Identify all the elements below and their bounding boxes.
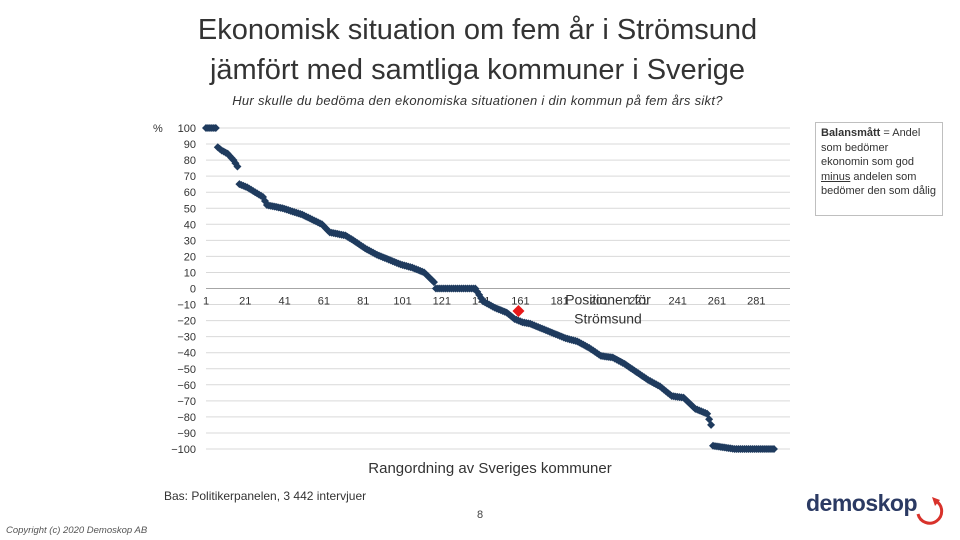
y-tick-label: −10 (177, 300, 196, 312)
x-tick-label: 1 (203, 296, 209, 308)
y-tick-label: −60 (177, 380, 196, 392)
demoskop-logo: demoskop (806, 490, 918, 516)
x-tick-label: 61 (318, 296, 330, 308)
data-point (211, 124, 220, 132)
y-tick-label: 40 (184, 219, 196, 231)
y-axis-unit: % (153, 123, 163, 135)
y-tick-label: 70 (184, 171, 196, 183)
x-tick-label: 241 (668, 296, 686, 308)
title-line-1: Ekonomisk situation om fem år i Strömsun… (197, 14, 758, 46)
y-tick-label: 100 (178, 123, 196, 135)
slide-subtitle: Hur skulle du bedöma den ekonomiska situ… (232, 93, 723, 108)
data-point (429, 278, 438, 287)
balance-note: Balansmått = Andel som bedömer ekonomin … (815, 122, 943, 216)
page-number: 8 (476, 509, 484, 521)
x-tick-label: 161 (511, 296, 529, 308)
x-tick-label: 221 (629, 296, 647, 308)
y-tick-label: −100 (171, 444, 196, 456)
highlight-label-line-1: Positionen för (565, 292, 651, 308)
note-text-1: = Andel som bedömer ekonomin som god (821, 127, 921, 168)
y-tick-label: 50 (184, 203, 196, 215)
y-tick-label: 30 (184, 235, 196, 247)
data-point (707, 420, 716, 429)
x-tick-label: 81 (357, 296, 369, 308)
note-bold: Balansmått (821, 127, 881, 139)
y-tick-label: 0 (190, 284, 196, 296)
copyright: Copyright (c) 2020 Demoskop AB (6, 525, 148, 536)
highlight-point (512, 304, 525, 317)
y-tick-label: −70 (177, 396, 196, 408)
y-tick-label: −20 (177, 316, 196, 328)
y-tick-label: 60 (184, 187, 196, 199)
base-text: Bas: Politikerpanelen, 3 442 intervjuer (164, 489, 367, 503)
x-tick-label: 201 (590, 296, 608, 308)
x-tick-label: 41 (278, 296, 290, 308)
x-tick-label: 281 (747, 296, 765, 308)
y-tick-label: −90 (177, 428, 196, 440)
data-series (202, 124, 778, 453)
y-tick-label: 90 (184, 139, 196, 151)
x-tick-label: 101 (393, 296, 411, 308)
x-tick-label: 181 (551, 296, 569, 308)
x-tick-label: 261 (708, 296, 726, 308)
x-axis-label: Rangordning av Sveriges kommuner (368, 460, 612, 477)
x-tick-label: 21 (239, 296, 251, 308)
y-tick-label: 20 (184, 251, 196, 263)
y-tick-label: −80 (177, 412, 196, 424)
title-line-2: jämfört med samtliga kommuner i Sverige (209, 54, 746, 86)
logo-arrow-icon (916, 497, 944, 525)
highlight-label-line-2: Strömsund (574, 311, 642, 327)
y-tick-label: 80 (184, 155, 196, 167)
y-tick-label: −40 (177, 348, 196, 360)
y-tick-label: −50 (177, 364, 196, 376)
y-tick-label: −30 (177, 332, 196, 344)
y-tick-label: 10 (184, 267, 196, 279)
note-underlined: minus (821, 170, 851, 183)
slide-title: Ekonomisk situation om fem år i Strömsun… (120, 10, 835, 90)
data-point (769, 445, 778, 453)
note-text-2: andelen som bedömer den som dålig (821, 170, 936, 198)
data-point (233, 162, 242, 171)
x-tick-label: 121 (433, 296, 451, 308)
